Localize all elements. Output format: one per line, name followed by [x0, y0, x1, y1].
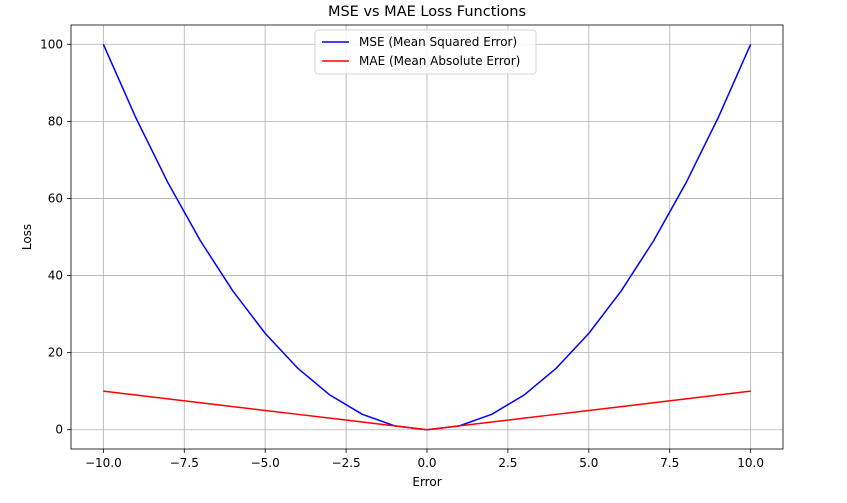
legend-entry-label: MSE (Mean Squared Error) — [359, 35, 517, 49]
x-tick-label: 10.0 — [737, 456, 764, 470]
y-tick-label: 0 — [55, 423, 63, 437]
x-tick-label: 5.0 — [579, 456, 598, 470]
y-tick-label: 100 — [40, 37, 63, 51]
x-tick-label: −10.0 — [85, 456, 122, 470]
axis-ticks: −10.0 −7.5 −5.0 −2.5 0.0 2.5 5.0 7.5 10.0 0 20 40 60… — [40, 37, 764, 470]
x-axis-label: Error — [412, 475, 441, 489]
y-tick-label: 60 — [48, 191, 63, 205]
series-lines — [102, 43, 752, 431]
x-tick-label: 0.0 — [417, 456, 436, 470]
chart-title: MSE vs MAE Loss Functions — [328, 4, 526, 20]
x-tick-label: −2.5 — [332, 456, 361, 470]
y-tick-label: 80 — [48, 114, 63, 128]
x-tick-label: −5.0 — [251, 456, 280, 470]
x-tick-label: 7.5 — [660, 456, 679, 470]
y-tick-label: 40 — [48, 269, 63, 283]
y-axis-label: Loss — [20, 224, 34, 250]
grid — [71, 25, 783, 449]
legend: MSE (Mean Squared Error) MAE (Mean Absolu… — [314, 29, 537, 75]
legend-entry-label: MAE (Mean Absolute Error) — [359, 54, 520, 68]
mae-series-line — [103, 390, 751, 431]
y-tick-label: 20 — [48, 346, 63, 360]
x-tick-label: 2.5 — [498, 456, 517, 470]
x-tick-label: −7.5 — [170, 456, 199, 470]
legend-box — [314, 29, 537, 75]
